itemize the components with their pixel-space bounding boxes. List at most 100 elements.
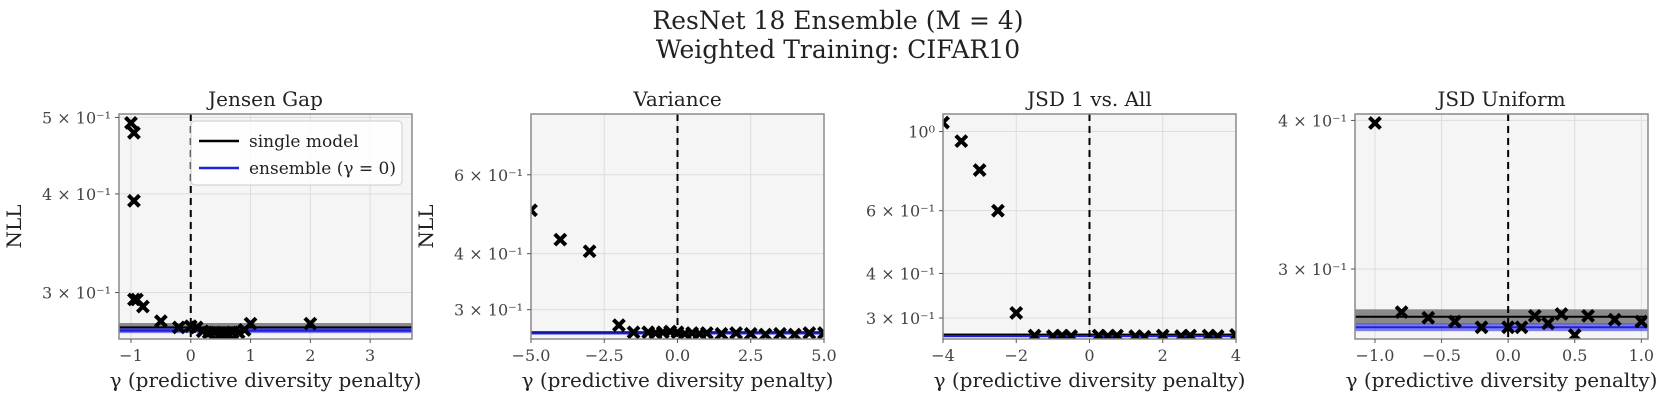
data-point bbox=[991, 203, 1005, 218]
data-point bbox=[1183, 328, 1198, 339]
legend-ensemble-label: ensemble (γ = 0) bbox=[249, 159, 396, 179]
x-tick-label: −0.5 bbox=[1422, 346, 1461, 365]
x-tick-label: −2 bbox=[1004, 346, 1028, 365]
x-tick-label: 0.0 bbox=[665, 346, 690, 365]
data-point bbox=[171, 320, 186, 335]
plot-frame bbox=[1354, 113, 1649, 340]
data-point bbox=[1447, 314, 1462, 329]
chart-panel-1: −1 0 1 2 3 3 × 10⁻¹ 4 × 10⁻¹ 5 × 10⁻¹ Jensen Gap… bbox=[2, 87, 421, 392]
x-tick-label: 0.0 bbox=[1495, 346, 1520, 365]
x-tick-label: −1 bbox=[119, 346, 143, 365]
y-tick-label: 3 × 10⁻¹ bbox=[42, 284, 111, 303]
data-point bbox=[1110, 328, 1124, 339]
x-axis-label: γ (predictive diversity penalty) bbox=[934, 368, 1246, 392]
y-tick-label: 5 × 10⁻¹ bbox=[42, 108, 111, 127]
data-point bbox=[714, 326, 729, 339]
data-point bbox=[1634, 314, 1648, 329]
data-point bbox=[153, 314, 168, 329]
x-tick-label: 2 bbox=[1158, 346, 1168, 365]
y-tick-label: 3 × 10⁻¹ bbox=[866, 309, 935, 328]
data-point bbox=[743, 326, 758, 339]
plot-area bbox=[531, 114, 824, 339]
plot-frame bbox=[118, 113, 413, 340]
x-tick-label: 0.5 bbox=[1562, 346, 1587, 365]
figure-title-line2: Weighted Training: CIFAR10 bbox=[656, 35, 1020, 64]
panel-title: Jensen Gap bbox=[206, 87, 323, 111]
data-point bbox=[1210, 329, 1225, 339]
legend-box bbox=[190, 120, 403, 186]
x-tick-label: 0 bbox=[186, 346, 196, 365]
data-point bbox=[303, 316, 318, 331]
data-point bbox=[1394, 305, 1409, 320]
legend: single model ensemble (γ = 0) bbox=[190, 120, 403, 186]
data-point bbox=[243, 316, 258, 331]
data-point bbox=[802, 326, 817, 339]
data-point bbox=[1541, 316, 1556, 331]
chart-panel-4: −1.0 −0.5 0.0 0.5 1.0 3 × 10⁻¹ 4 × 10⁻¹ JSD Uni… bbox=[1278, 87, 1657, 392]
y-axis-label: NLL bbox=[2, 204, 26, 248]
data-point bbox=[1554, 307, 1569, 321]
legend-single-label: single model bbox=[249, 132, 359, 152]
plot-background bbox=[1355, 114, 1648, 339]
plot-area bbox=[943, 114, 1236, 339]
data-point bbox=[758, 327, 773, 339]
data-point bbox=[699, 326, 714, 339]
x-axis-label: γ (predictive diversity penalty) bbox=[1346, 368, 1658, 392]
data-point bbox=[817, 326, 824, 339]
y-tick-label: 4 × 10⁻¹ bbox=[42, 185, 111, 204]
data-point bbox=[1064, 329, 1079, 339]
x-tick-label: 5.0 bbox=[811, 346, 836, 365]
data-point bbox=[1501, 320, 1516, 335]
y-tick-label: 6 × 10⁻¹ bbox=[454, 166, 523, 185]
data-point bbox=[1368, 116, 1382, 130]
data-point bbox=[729, 326, 744, 339]
chart-panel-3: −4 −2 0 2 4 3 × 10⁻¹ 4 × 10⁻¹ 6 × 10⁻¹ 10⁰ JSD 1 … bbox=[866, 87, 1245, 392]
y-axis-label: NLL bbox=[414, 204, 438, 248]
x-axis-label: γ (predictive diversity penalty) bbox=[522, 368, 834, 392]
data-point bbox=[787, 327, 802, 339]
panel-title: JSD Uniform bbox=[1435, 87, 1565, 111]
data-point bbox=[1137, 329, 1152, 339]
y-tick-label: 3 × 10⁻¹ bbox=[1278, 260, 1347, 279]
data-point bbox=[773, 326, 787, 339]
data-point bbox=[1421, 310, 1436, 325]
panel-title: Variance bbox=[632, 87, 721, 111]
data-point bbox=[1155, 328, 1170, 339]
data-point bbox=[1527, 308, 1542, 323]
x-tick-label: 1.0 bbox=[1629, 346, 1654, 365]
data-point bbox=[582, 244, 597, 259]
y-tick-label: 10⁰ bbox=[908, 123, 935, 142]
panel-title: JSD 1 vs. All bbox=[1025, 87, 1152, 111]
data-point bbox=[124, 116, 138, 130]
data-point bbox=[1027, 328, 1042, 339]
x-tick-label: 4 bbox=[1231, 346, 1241, 365]
x-tick-label: −4 bbox=[931, 346, 955, 365]
data-point bbox=[1581, 308, 1595, 323]
x-tick-label: 2 bbox=[305, 346, 315, 365]
y-tick-label: 3 × 10⁻¹ bbox=[454, 301, 523, 320]
data-point bbox=[626, 325, 641, 339]
x-axis-label: γ (predictive diversity penalty) bbox=[110, 368, 422, 392]
x-tick-label: 0 bbox=[1084, 346, 1094, 365]
figure-title-line1: ResNet 18 Ensemble (M = 4) bbox=[652, 6, 1023, 35]
data-point bbox=[531, 203, 538, 218]
data-point bbox=[1009, 306, 1024, 320]
y-tick-label: 4 × 10⁻¹ bbox=[1278, 111, 1347, 130]
data-point bbox=[1514, 320, 1529, 335]
data-point bbox=[611, 318, 626, 333]
x-tick-label: −1.0 bbox=[1356, 346, 1395, 365]
x-tick-label: −2.5 bbox=[585, 346, 624, 365]
x-tick-label: 1 bbox=[245, 346, 255, 365]
data-point bbox=[136, 299, 150, 314]
y-tick-label: 4 × 10⁻¹ bbox=[454, 245, 523, 264]
data-point bbox=[954, 134, 969, 149]
data-point bbox=[1607, 312, 1622, 327]
data-point bbox=[127, 193, 141, 208]
data-point bbox=[127, 125, 141, 140]
x-tick-label: 2.5 bbox=[738, 346, 763, 365]
x-tick-label: 3 bbox=[365, 346, 375, 365]
plot-area bbox=[1355, 114, 1648, 339]
data-point bbox=[972, 163, 987, 177]
chart-panel-2: −5.0 −2.5 0.0 2.5 5.0 3 × 10⁻¹ 4 × 10⁻¹ 6 × 10⁻… bbox=[414, 87, 837, 392]
